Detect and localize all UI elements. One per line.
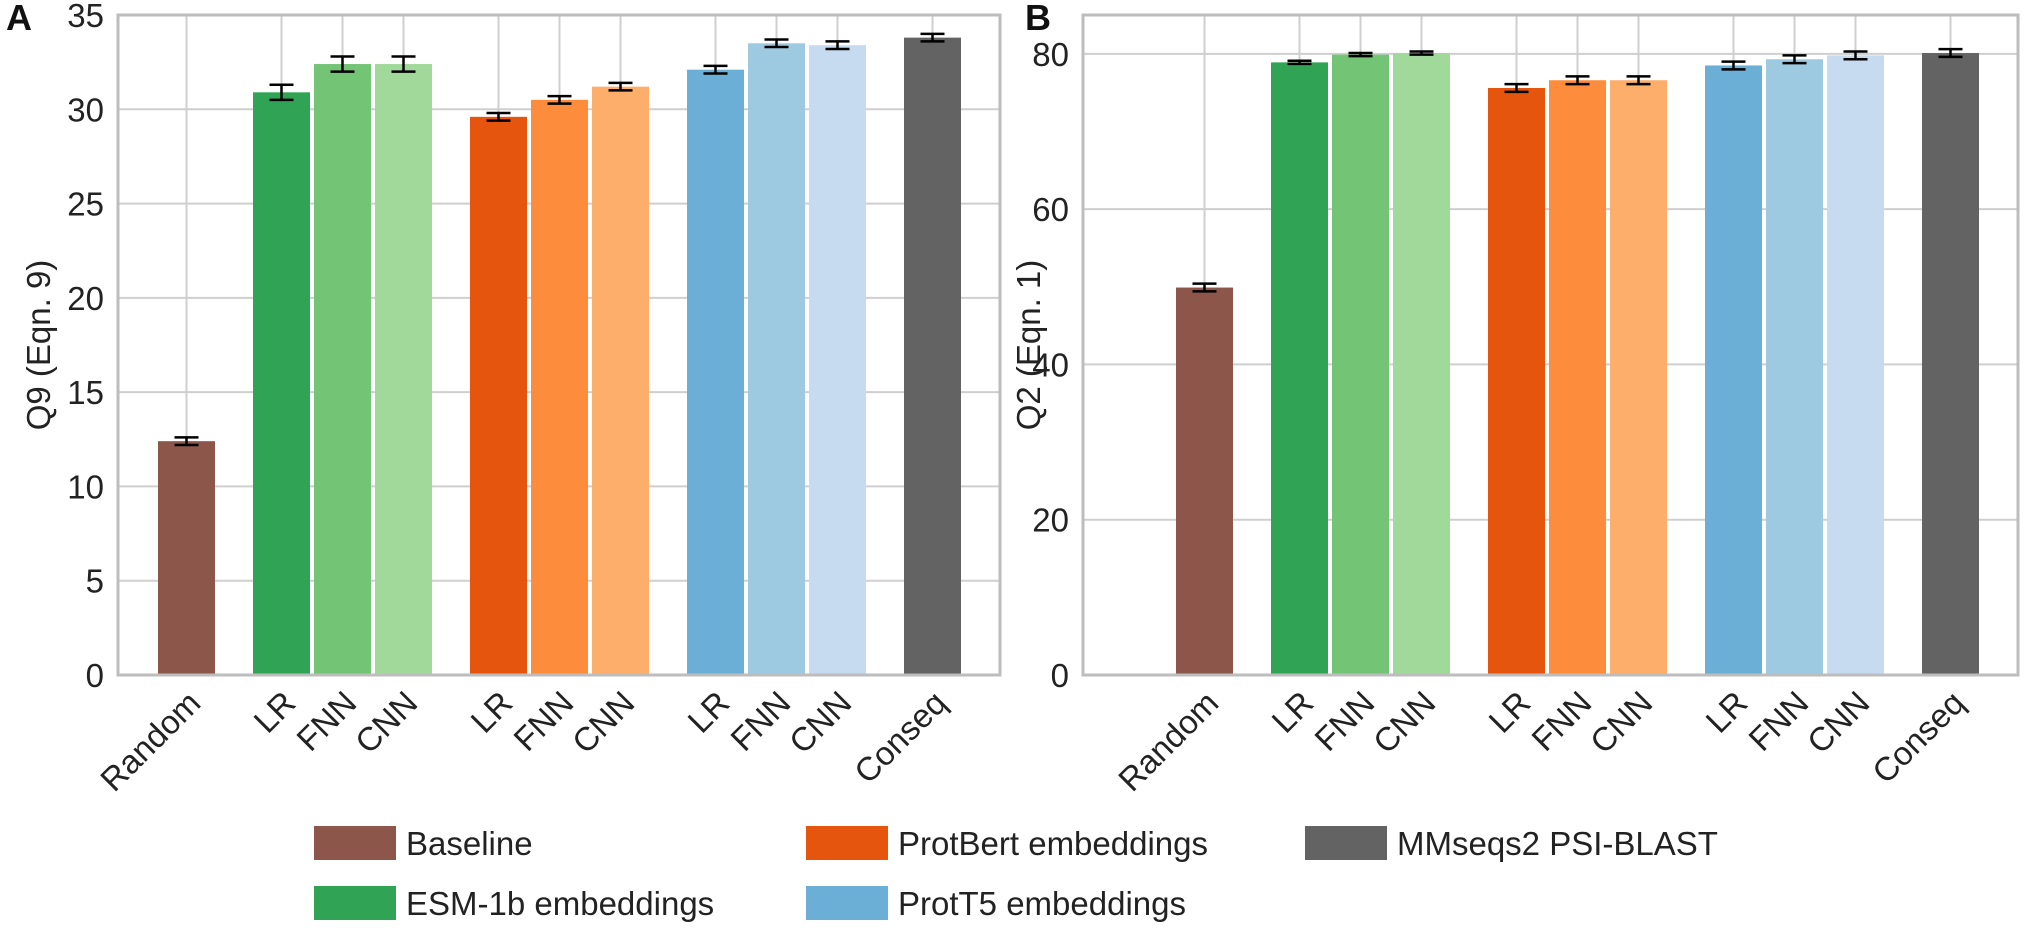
x-tick-label: FNN bbox=[506, 684, 580, 758]
error-bar bbox=[920, 32, 945, 43]
error-bar bbox=[825, 40, 850, 51]
bar-cnn bbox=[809, 45, 866, 675]
panel-letter: B bbox=[1025, 0, 1051, 38]
bar-fnn bbox=[1332, 54, 1389, 676]
x-tick-label: Conseq bbox=[1865, 684, 1972, 791]
bar-cnn bbox=[1827, 55, 1884, 676]
error-bar bbox=[1565, 75, 1590, 86]
bar-lr bbox=[470, 116, 527, 676]
error-bar bbox=[1843, 50, 1868, 61]
bar-cnn bbox=[1610, 80, 1667, 676]
bar-lr bbox=[687, 69, 744, 675]
legend: Baseline ProtBert embeddings MMseqs2 PSI-B… bbox=[314, 825, 1718, 922]
legend-swatch bbox=[806, 886, 888, 920]
error-bar bbox=[330, 55, 355, 73]
legend-item: ESM-1b embeddings bbox=[314, 885, 714, 922]
bar-lr bbox=[1705, 65, 1762, 676]
y-tick-label: 15 bbox=[67, 374, 104, 411]
error-bar bbox=[1192, 282, 1217, 293]
legend-item: ProtT5 embeddings bbox=[806, 885, 1186, 922]
error-bar bbox=[547, 94, 572, 105]
panel-letter: A bbox=[6, 0, 32, 38]
bar-lr bbox=[253, 92, 310, 676]
y-tick-label: 0 bbox=[86, 657, 104, 694]
y-tick-label: 25 bbox=[67, 186, 104, 223]
x-tick-label: Random bbox=[1111, 684, 1225, 798]
bar-fnn bbox=[314, 64, 371, 676]
error-bar bbox=[486, 111, 511, 122]
x-tick-label: Random bbox=[93, 684, 207, 798]
error-bar bbox=[1504, 82, 1529, 94]
legend-item: ProtBert embeddings bbox=[806, 825, 1208, 862]
y-tick-label: 35 bbox=[67, 0, 104, 34]
x-tick-label: FNN bbox=[1524, 684, 1598, 758]
legend-swatch bbox=[806, 826, 888, 860]
x-tick-label: FNN bbox=[289, 684, 363, 758]
y-tick-label: 60 bbox=[1032, 191, 1069, 228]
y-tick-label: 20 bbox=[1032, 502, 1069, 539]
bar-conseq bbox=[904, 37, 961, 676]
x-tick-label: Conseq bbox=[847, 684, 954, 791]
plot-frame bbox=[116, 13, 1002, 677]
legend-label: ESM-1b embeddings bbox=[406, 885, 714, 922]
y-tick-label: 30 bbox=[67, 91, 104, 128]
legend-swatch bbox=[314, 886, 396, 920]
error-bar bbox=[703, 64, 728, 75]
bar-lr bbox=[1488, 87, 1545, 676]
legend-item: MMseqs2 PSI-BLAST bbox=[1305, 825, 1718, 862]
bar-fnn bbox=[531, 99, 588, 676]
error-bar bbox=[391, 55, 416, 73]
legend-swatch bbox=[314, 826, 396, 860]
error-bar bbox=[1782, 54, 1807, 65]
bar-conseq bbox=[1922, 53, 1979, 675]
error-bar bbox=[1348, 51, 1373, 58]
legend-swatch bbox=[1305, 826, 1387, 860]
error-bar bbox=[1721, 60, 1746, 71]
y-tick-label: 40 bbox=[1032, 346, 1069, 383]
legend-label: Baseline bbox=[406, 825, 533, 862]
error-bar bbox=[764, 38, 789, 49]
bar-fnn bbox=[1549, 80, 1606, 676]
bar-random bbox=[1176, 287, 1233, 675]
error-bar bbox=[1409, 50, 1434, 56]
error-bar bbox=[269, 83, 294, 102]
legend-label: ProtT5 embeddings bbox=[898, 885, 1186, 922]
y-tick-label: 20 bbox=[67, 280, 104, 317]
bar-lr bbox=[1271, 62, 1328, 676]
error-bar bbox=[1938, 47, 1963, 59]
y-axis-label: Q9 (Eqn. 9) bbox=[20, 260, 57, 431]
y-tick-label: 5 bbox=[86, 563, 104, 600]
y-tick-label: 10 bbox=[67, 468, 104, 505]
error-bar bbox=[1287, 59, 1312, 66]
legend-label: MMseqs2 PSI-BLAST bbox=[1397, 825, 1718, 862]
legend-label: ProtBert embeddings bbox=[898, 825, 1208, 862]
x-tick-label: CNN bbox=[565, 684, 642, 761]
bar-random bbox=[158, 441, 215, 675]
y-axis-label: Q2 (Eqn. 1) bbox=[1010, 260, 1047, 431]
x-tick-label: CNN bbox=[1366, 684, 1443, 761]
x-tick-label: CNN bbox=[782, 684, 859, 761]
bar-fnn bbox=[1766, 59, 1823, 675]
error-bar bbox=[1626, 75, 1651, 86]
error-bar bbox=[608, 81, 633, 92]
x-tick-label: FNN bbox=[1741, 684, 1815, 758]
y-tick-label: 80 bbox=[1032, 36, 1069, 73]
bar-cnn bbox=[592, 86, 649, 675]
x-tick-label: CNN bbox=[348, 684, 425, 761]
x-tick-label: FNN bbox=[1307, 684, 1381, 758]
x-tick-label: FNN bbox=[723, 684, 797, 758]
y-tick-label: 0 bbox=[1051, 657, 1069, 694]
x-tick-label: CNN bbox=[1800, 684, 1877, 761]
x-tick-label: CNN bbox=[1583, 684, 1660, 761]
bar-fnn bbox=[748, 43, 805, 676]
error-bar bbox=[174, 436, 199, 447]
bar-cnn bbox=[375, 64, 432, 676]
bar-cnn bbox=[1393, 53, 1450, 675]
legend-item: Baseline bbox=[314, 825, 533, 862]
plot-frame bbox=[1081, 13, 2020, 677]
